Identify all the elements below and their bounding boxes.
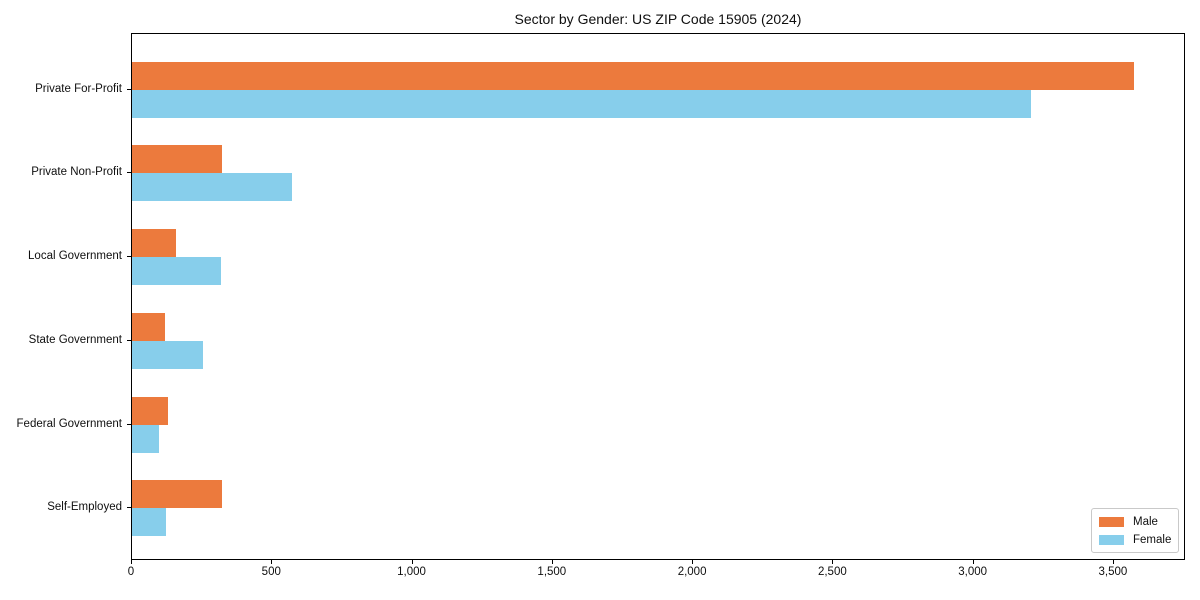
- legend-entry-male: Male: [1099, 516, 1171, 528]
- y-axis-label-private-non-profit: Private Non-Profit: [31, 166, 122, 179]
- bar-female-private-non-profit: [132, 173, 293, 202]
- plot-area: [131, 33, 1185, 560]
- legend-swatch-male: [1099, 516, 1124, 527]
- y-tick: [127, 256, 131, 258]
- bar-female-local-government: [132, 257, 222, 286]
- x-tick-label-3-500: 3,500: [1098, 566, 1128, 578]
- x-tick: [131, 560, 132, 564]
- legend-swatch-female: [1099, 534, 1124, 545]
- y-tick: [127, 172, 131, 174]
- y-tick: [127, 88, 131, 90]
- y-axis-label-local-government: Local Government: [28, 250, 122, 263]
- y-axis-label-state-government: State Government: [28, 333, 122, 346]
- bar-male-private-for-profit: [132, 61, 1135, 90]
- x-tick: [1112, 560, 1114, 564]
- chart-title: Sector by Gender: US ZIP Code 15905 (202…: [514, 11, 802, 27]
- bar-female-federal-government: [132, 424, 159, 453]
- legend-label-female: Female: [1133, 533, 1172, 546]
- bar-male-federal-government: [132, 396, 169, 425]
- bar-female-state-government: [132, 340, 203, 369]
- bar-male-self-employed: [132, 480, 222, 509]
- y-tick: [127, 339, 131, 341]
- bar-male-local-government: [132, 229, 176, 258]
- y-tick: [127, 507, 131, 509]
- x-tick-label-0: 0: [127, 566, 135, 578]
- legend: Male Female: [1091, 508, 1179, 553]
- x-tick-label-2-500: 2,500: [817, 566, 847, 578]
- x-tick-label-1-500: 1,500: [537, 566, 567, 578]
- y-axis-label-self-employed: Self-Employed: [47, 501, 122, 514]
- bar-male-state-government: [132, 312, 166, 341]
- x-tick-label-2-000: 2,000: [677, 566, 707, 578]
- x-tick-label-500: 500: [261, 566, 281, 578]
- x-tick: [832, 560, 834, 564]
- x-tick: [271, 560, 273, 564]
- x-tick-label-1-000: 1,000: [397, 566, 426, 578]
- legend-label-male: Male: [1133, 515, 1158, 528]
- bar-female-self-employed: [132, 508, 166, 537]
- bar-male-private-non-profit: [132, 145, 222, 174]
- y-tick: [127, 423, 131, 425]
- x-tick: [972, 560, 974, 564]
- legend-entry-female: Female: [1099, 534, 1171, 546]
- y-axis-label-private-for-profit: Private For-Profit: [35, 82, 122, 95]
- y-axis-label-federal-government: Federal Government: [16, 417, 122, 430]
- bar-female-private-for-profit: [132, 89, 1032, 118]
- x-tick: [411, 560, 413, 564]
- x-tick-label-3-000: 3,000: [958, 566, 988, 578]
- x-tick: [692, 560, 694, 564]
- x-tick: [551, 560, 553, 564]
